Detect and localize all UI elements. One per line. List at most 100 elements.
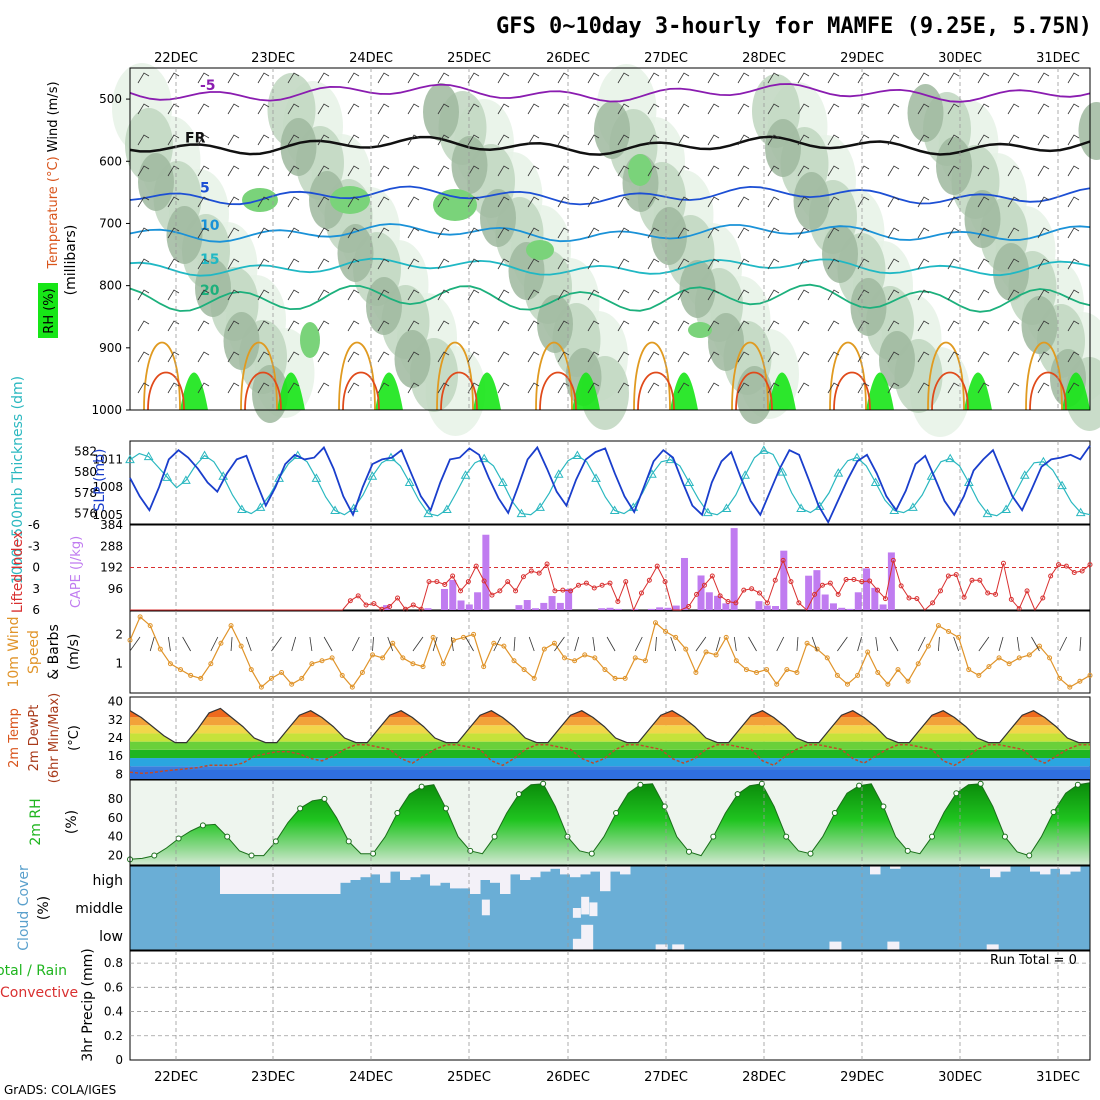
wind-barb	[647, 289, 660, 301]
temp-tick: 40	[108, 695, 123, 709]
wind-barb-10m	[291, 636, 297, 652]
thickness-point	[908, 502, 918, 511]
cape-bar	[879, 604, 887, 610]
date-label-top: 22DEC	[154, 51, 198, 66]
ylabel-part: (°C)	[67, 725, 82, 751]
wind-barb	[827, 103, 840, 115]
mid-cloud-gap	[481, 899, 490, 916]
cape-tick: 384	[100, 518, 123, 532]
lifted-index-point	[1056, 562, 1062, 568]
high-cloud-gap	[500, 866, 511, 894]
lifted-index-point	[1048, 573, 1054, 579]
wind-barb	[1067, 103, 1080, 115]
wind-speed-point	[491, 640, 497, 646]
pressure-tick: 1000	[91, 403, 122, 417]
rh-tick: 80	[108, 792, 123, 806]
high-cloud-gap	[490, 866, 501, 883]
rh-saturated-area	[572, 372, 600, 410]
wind-barb	[557, 103, 570, 115]
wind-barb	[167, 258, 180, 270]
upper-air-panel: -5 FR 5 10 15 20 500 600 700 800 900 1000 Temperatur…	[38, 63, 1100, 437]
wind-barb	[767, 258, 780, 270]
wind-barb	[767, 165, 780, 177]
wind-speed-point	[167, 661, 173, 667]
wind-barb	[257, 196, 270, 208]
grads-credit: GrADS: COLA/IGES	[4, 1083, 116, 1097]
lifted-index-point	[623, 579, 629, 585]
lifted-index-point	[442, 582, 448, 587]
wind-barb	[497, 258, 510, 270]
wind-barb	[227, 289, 240, 301]
wind-barb	[557, 165, 570, 177]
wind-barb	[557, 258, 570, 270]
rh-shade	[537, 295, 573, 353]
isotherm-loop	[833, 371, 871, 411]
wind-barb	[707, 165, 720, 177]
wind-barb	[377, 134, 390, 146]
wind-barb	[827, 351, 840, 363]
wind-barb	[977, 382, 990, 394]
wind-barb	[287, 289, 300, 301]
lifted-index-point	[969, 577, 975, 583]
rh-point	[710, 833, 717, 840]
wind-barb	[347, 351, 360, 363]
wind-barb	[647, 351, 660, 363]
wind-barb	[677, 320, 690, 332]
wind-tick: 2	[115, 627, 123, 641]
lifted-index-point	[717, 593, 723, 599]
cape-bar	[871, 587, 879, 610]
lifted-index-point	[505, 579, 511, 585]
lifted-index-point	[898, 583, 904, 589]
wind-barb	[617, 103, 630, 115]
wind-speed-point	[1057, 675, 1063, 681]
wind-barb	[1007, 258, 1020, 270]
high-cloud-gap	[230, 866, 241, 894]
thickness-point	[535, 502, 545, 511]
wind-barb-10m	[574, 636, 580, 652]
lifted-index-point	[859, 579, 865, 585]
rh-point	[394, 810, 401, 817]
date-label-top: 27DEC	[644, 51, 688, 66]
wind-barb	[137, 289, 150, 301]
ylabel-part: SLP (mb)	[92, 448, 108, 511]
wind-barb-10m	[715, 636, 721, 652]
lifted-index-point	[1079, 568, 1085, 574]
wind-barb	[167, 289, 180, 301]
wind-barb	[287, 351, 300, 363]
wind-barb	[527, 227, 540, 239]
upper-air-frame	[129, 67, 1091, 411]
wind-barb	[377, 351, 390, 363]
wind-barb	[827, 320, 840, 332]
wind-barb	[707, 351, 720, 363]
wind-barb-10m	[1079, 636, 1082, 652]
wind-barb	[197, 258, 210, 270]
rh-saturated-area	[768, 372, 796, 410]
thickness-point	[497, 477, 508, 486]
slp-tick: 1011	[92, 452, 123, 466]
rh-saturated-area	[670, 372, 698, 410]
wind-speed-point	[885, 681, 891, 687]
wind-barb	[137, 72, 150, 84]
wind-barb	[197, 227, 210, 239]
thickness-slp-panel: 576 578 580 582 1005 1008 1011 1000~500mb Thick…	[10, 376, 1091, 584]
wind-speed-point	[632, 655, 638, 661]
wind-barb	[287, 134, 300, 146]
wind-barb	[767, 72, 780, 84]
wind-barb	[827, 72, 840, 84]
lifted-index-point	[772, 577, 778, 583]
wind-barb	[647, 382, 660, 394]
wind-barb	[137, 382, 150, 394]
high-cloud-gap	[570, 866, 581, 878]
wind-barb	[1037, 196, 1050, 208]
cape-bar	[474, 592, 482, 610]
panel-frame	[129, 440, 1091, 525]
cape-bar	[565, 588, 573, 610]
wind-barb	[797, 320, 810, 332]
isotherm-loop	[539, 371, 577, 411]
thickness-point	[1001, 504, 1011, 513]
wind-barb	[767, 289, 780, 301]
wind-barb	[407, 134, 420, 146]
ylabel-part: 10m Wind	[6, 616, 22, 687]
cape-bar	[838, 607, 846, 610]
cape-tick: 96	[108, 582, 123, 596]
